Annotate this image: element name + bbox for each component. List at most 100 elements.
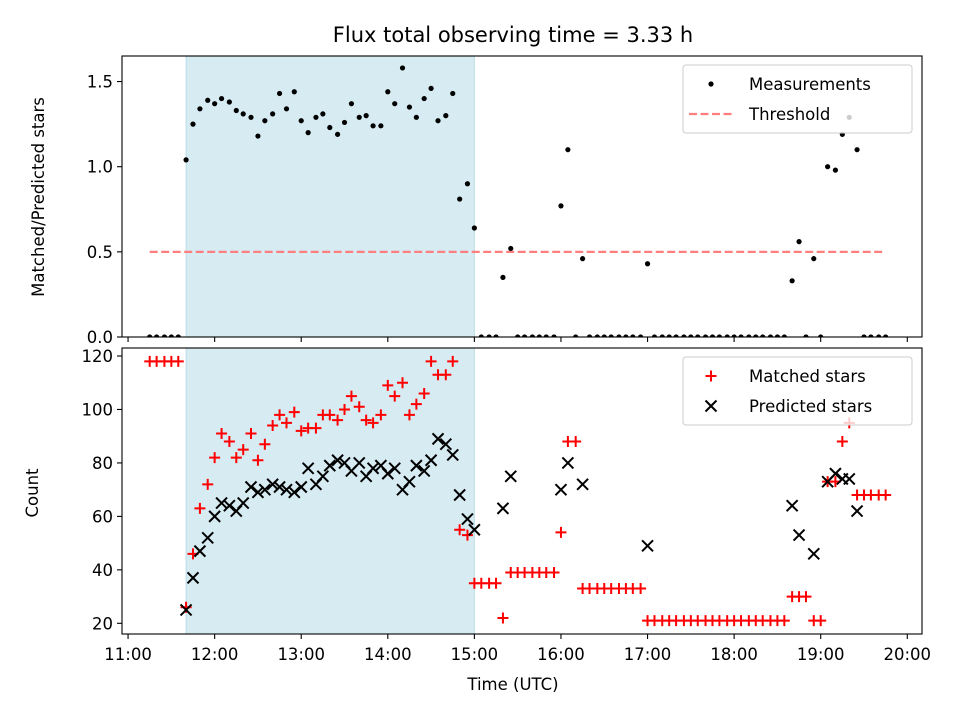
measurement-point xyxy=(248,114,254,120)
measurement-point xyxy=(623,334,629,337)
measurement-point xyxy=(435,118,441,124)
x-tick-label: 13:00 xyxy=(277,645,325,664)
predicted-star-point xyxy=(186,571,200,585)
measurement-point xyxy=(630,334,636,337)
legend: Matched stars Predicted stars xyxy=(682,356,913,426)
measurement-point xyxy=(313,114,319,120)
matched-star-point xyxy=(447,355,459,367)
measurement-point xyxy=(399,65,406,71)
predicted-star-point xyxy=(201,531,214,544)
predicted-star-point xyxy=(446,448,459,462)
measurement-point xyxy=(486,334,492,337)
measurement-point xyxy=(702,334,709,337)
predicted-star-point xyxy=(504,470,517,483)
predicted-star-point xyxy=(785,499,799,512)
measurement-point xyxy=(753,334,759,337)
measurement-point xyxy=(789,278,795,284)
predicted-star-point xyxy=(366,462,380,475)
x-tick-label: 12:00 xyxy=(191,645,239,664)
legend: Measurements Threshold xyxy=(682,64,913,134)
predicted-star-point xyxy=(461,512,474,526)
predicted-star-point xyxy=(331,454,344,467)
measurement-point xyxy=(638,334,644,337)
x-tick-label: 20:00 xyxy=(884,645,932,664)
legend-matched-marker xyxy=(705,370,717,382)
matched-star-point xyxy=(410,398,422,410)
matched-star-point xyxy=(237,444,249,456)
ratio-panel: 0.0 0.5 1.0 1.5 Measurements Threshold xyxy=(87,55,923,347)
predicted-star-point xyxy=(850,504,864,518)
predicted-star-point xyxy=(208,510,221,523)
measurement-point xyxy=(233,107,239,114)
measurement-point xyxy=(392,101,398,107)
predicted-star-point xyxy=(179,603,193,617)
measurement-point xyxy=(413,114,419,120)
matched-star-point xyxy=(288,406,300,418)
matched-star-point xyxy=(403,409,415,421)
y-tick-label: 1.5 xyxy=(87,73,113,92)
plot-area xyxy=(144,355,892,627)
measurement-point xyxy=(818,334,824,337)
measurement-point xyxy=(529,334,535,337)
predicted-star-point xyxy=(554,483,568,496)
measurement-point xyxy=(594,334,600,337)
matched-star-point xyxy=(880,489,892,501)
measurement-point xyxy=(709,334,716,337)
measurement-point xyxy=(774,334,781,337)
measurement-point xyxy=(681,334,687,337)
predicted-star-point xyxy=(439,438,453,451)
matched-star-point xyxy=(548,567,560,579)
measurement-point xyxy=(543,334,549,337)
measurement-point xyxy=(197,106,203,112)
matched-star-point xyxy=(635,583,647,595)
measurement-point xyxy=(695,334,701,337)
axes-frame xyxy=(121,347,923,635)
matched-star-point xyxy=(209,452,221,464)
measurement-point xyxy=(378,123,384,129)
x-tick-label: 19:00 xyxy=(797,645,845,664)
measurement-point xyxy=(226,99,232,105)
measurement-point xyxy=(500,274,506,280)
predicted-star-point xyxy=(843,472,856,486)
measurement-point xyxy=(796,239,802,245)
measurement-point xyxy=(644,261,651,267)
x-axis-label: Time (UTC) xyxy=(466,675,558,694)
matched-star-point xyxy=(375,409,387,421)
measurement-point xyxy=(341,119,348,126)
measurement-point xyxy=(673,334,679,337)
predicted-star-point xyxy=(496,502,510,515)
count-y-axis-label: Count xyxy=(23,468,42,518)
measurement-point xyxy=(803,334,809,337)
matched-star-point xyxy=(202,478,214,490)
matched-star-point xyxy=(497,612,509,624)
measurement-point xyxy=(291,89,297,95)
y-tick-label: 20 xyxy=(92,614,113,633)
measurement-point xyxy=(608,334,614,337)
predicted-star-point xyxy=(193,544,207,558)
matched-star-point xyxy=(259,438,271,450)
measurement-point xyxy=(883,334,889,337)
predicted-star-point xyxy=(258,483,272,496)
matched-star-point xyxy=(194,502,206,514)
matched-star-point xyxy=(216,428,228,440)
measurement-point xyxy=(283,106,290,112)
measurement-point xyxy=(464,181,471,187)
measurement-point xyxy=(205,97,211,103)
predicted-star-point xyxy=(215,496,228,510)
predicted-star-point xyxy=(381,467,395,480)
matched-star-point xyxy=(555,526,567,538)
predicted-star-point xyxy=(807,547,820,561)
measurement-point xyxy=(688,334,694,337)
predicted-star-point xyxy=(417,464,431,478)
matched-star-point xyxy=(490,577,502,589)
predicted-star-point xyxy=(410,459,423,472)
y-tick-label: 40 xyxy=(92,561,113,580)
count-panel: 20 40 60 80 100 120 11:00 12:00 13:00 14:00 15:00 1… xyxy=(82,347,932,664)
y-tick-label: 1.0 xyxy=(87,158,113,177)
measurement-point xyxy=(666,334,672,337)
measurement-point xyxy=(428,85,434,91)
y-tick-label: 100 xyxy=(82,400,114,419)
measurement-point xyxy=(262,118,268,124)
measurement-point xyxy=(580,256,586,262)
measurement-point xyxy=(876,334,882,337)
